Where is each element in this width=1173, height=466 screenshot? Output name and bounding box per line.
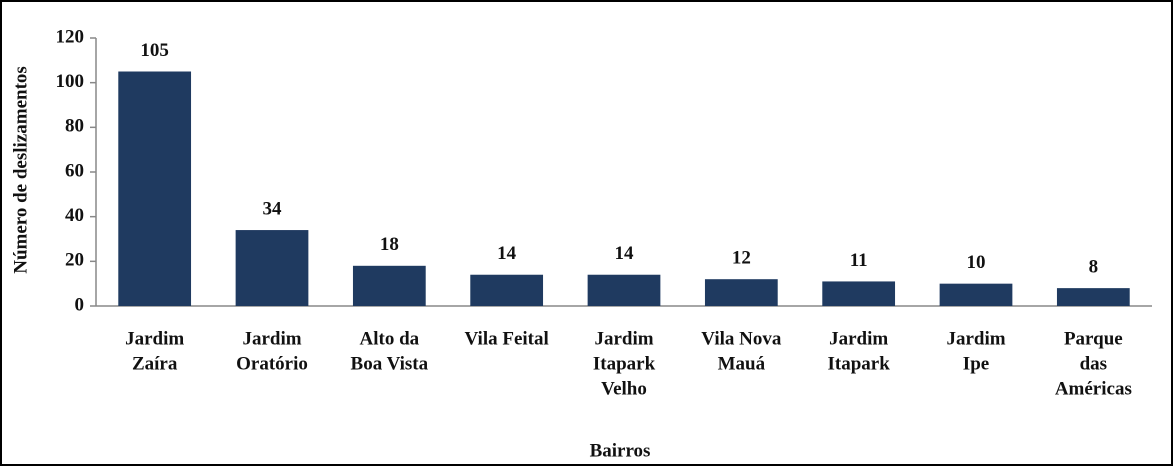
x-tick-label: Jardim [829, 328, 888, 349]
x-tick-label: Velho [601, 378, 647, 399]
x-tick-label: Vila Feital [465, 328, 549, 349]
x-axis-title: Bairros [590, 440, 651, 461]
data-label: 14 [615, 243, 635, 264]
bar [470, 274, 544, 306]
x-tick-label: das [1080, 353, 1107, 374]
bar [587, 274, 661, 306]
x-tick-label: Alto da [360, 328, 420, 349]
x-tick-label: Jardim [242, 328, 301, 349]
bar [352, 265, 426, 306]
data-label: 8 [1089, 256, 1099, 277]
bar [235, 230, 309, 306]
x-tick-label: Ipe [963, 353, 989, 374]
x-tick-label: Jardim [946, 328, 1005, 349]
y-tick-label: 0 [75, 294, 85, 315]
x-tick-label: Jardim [594, 328, 653, 349]
x-tick-label: Américas [1055, 378, 1132, 399]
data-label: 34 [263, 198, 283, 219]
bar [118, 71, 192, 306]
bar [704, 279, 778, 306]
x-tick-label: Parque [1064, 328, 1123, 349]
bar [939, 283, 1013, 306]
data-label: 11 [850, 250, 868, 271]
data-label: 12 [732, 248, 751, 269]
x-tick-label: Jardim [125, 328, 184, 349]
x-tick-label: Vila Nova [701, 328, 782, 349]
y-tick-label: 100 [56, 71, 85, 92]
y-axis-title: Número de deslizamentos [10, 66, 31, 274]
x-tick-label: Oratório [236, 353, 308, 374]
y-tick-label: 120 [56, 26, 85, 47]
y-tick-label: 40 [65, 205, 84, 226]
x-tick-label: Zaíra [132, 353, 178, 374]
data-label: 105 [140, 40, 169, 61]
x-tick-label: Mauá [718, 353, 766, 374]
x-tick-label: Itapark [828, 353, 891, 374]
x-tick-label: Itapark [593, 353, 656, 374]
x-tick-label: Boa Vista [351, 353, 429, 374]
data-label: 18 [380, 234, 399, 255]
data-label: 14 [497, 243, 517, 264]
y-tick-label: 20 [65, 250, 84, 271]
data-label: 10 [967, 252, 986, 273]
y-tick-label: 60 [65, 160, 84, 181]
y-tick-label: 80 [65, 116, 84, 137]
bar [822, 281, 896, 306]
bar [1056, 288, 1130, 306]
